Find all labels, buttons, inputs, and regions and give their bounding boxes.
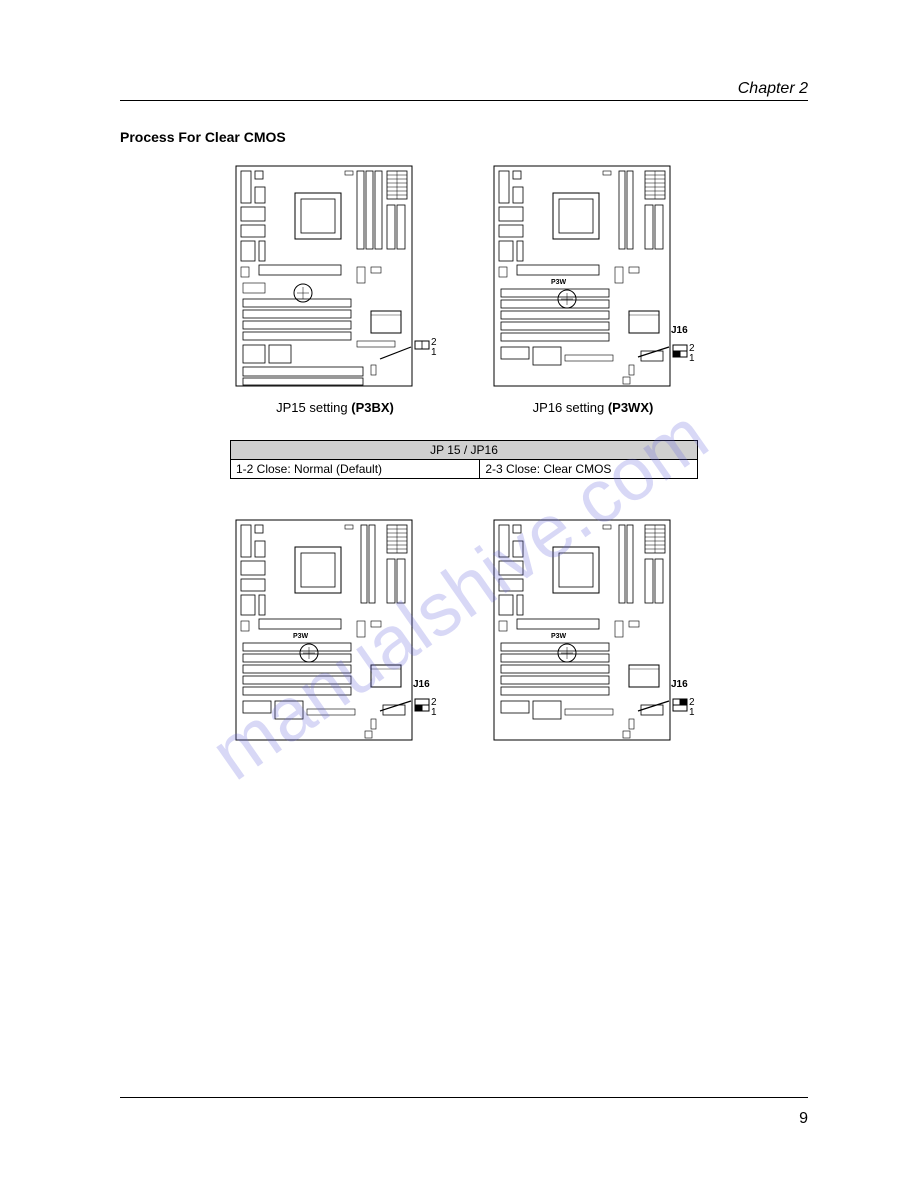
board-container-2: P3W [493, 165, 693, 415]
caption-model-2: (P3WX) [608, 400, 654, 415]
caption-prefix: JP15 setting [276, 400, 348, 415]
jumper-settings-table: JP 15 / JP16 1-2 Close: Normal (Default)… [230, 440, 698, 479]
pin3-number-1: 1 [431, 707, 437, 718]
pin2-number-1: 1 [689, 353, 695, 364]
motherboard-diagram-2: P3W [493, 165, 671, 387]
caption-prefix-2: JP16 setting [533, 400, 605, 415]
table-cell-1: 1-2 Close: Normal (Default) [231, 460, 480, 479]
boards-row-2: P3W [120, 519, 808, 746]
jumper-label-3: J16 [413, 679, 430, 690]
second-section: P3W [120, 519, 808, 746]
header-divider: Chapter 2 [120, 80, 808, 101]
footer-divider [120, 1097, 808, 1098]
board-container-3: P3W [235, 519, 435, 746]
motherboard-diagram-4: P3W [493, 519, 671, 741]
jumper-label-2: J16 [671, 325, 688, 336]
section-title: Process For Clear CMOS [120, 129, 808, 145]
svg-text:P3W: P3W [293, 633, 309, 640]
table-header: JP 15 / JP16 [231, 441, 698, 460]
chapter-title: Chapter 2 [120, 80, 808, 98]
board-caption-1: JP15 setting (P3BX) [235, 400, 435, 415]
pin-number-1: 1 [431, 347, 437, 358]
boards-row-1: 2 1 JP15 setting (P3BX) [120, 165, 808, 415]
table-cell-2: 2-3 Close: Clear CMOS [480, 460, 698, 479]
board-container-4: P3W [493, 519, 693, 746]
motherboard-diagram-1 [235, 165, 413, 387]
pin4-number-1: 1 [689, 707, 695, 718]
svg-text:P3W: P3W [551, 279, 567, 286]
page-number: 9 [799, 1110, 808, 1128]
motherboard-diagram-3: P3W [235, 519, 413, 741]
caption-model: (P3BX) [351, 400, 394, 415]
svg-text:P3W: P3W [551, 633, 567, 640]
board-container-1: 2 1 JP15 setting (P3BX) [235, 165, 435, 415]
board-caption-2: JP16 setting (P3WX) [493, 400, 693, 415]
jumper-label-4: J16 [671, 679, 688, 690]
